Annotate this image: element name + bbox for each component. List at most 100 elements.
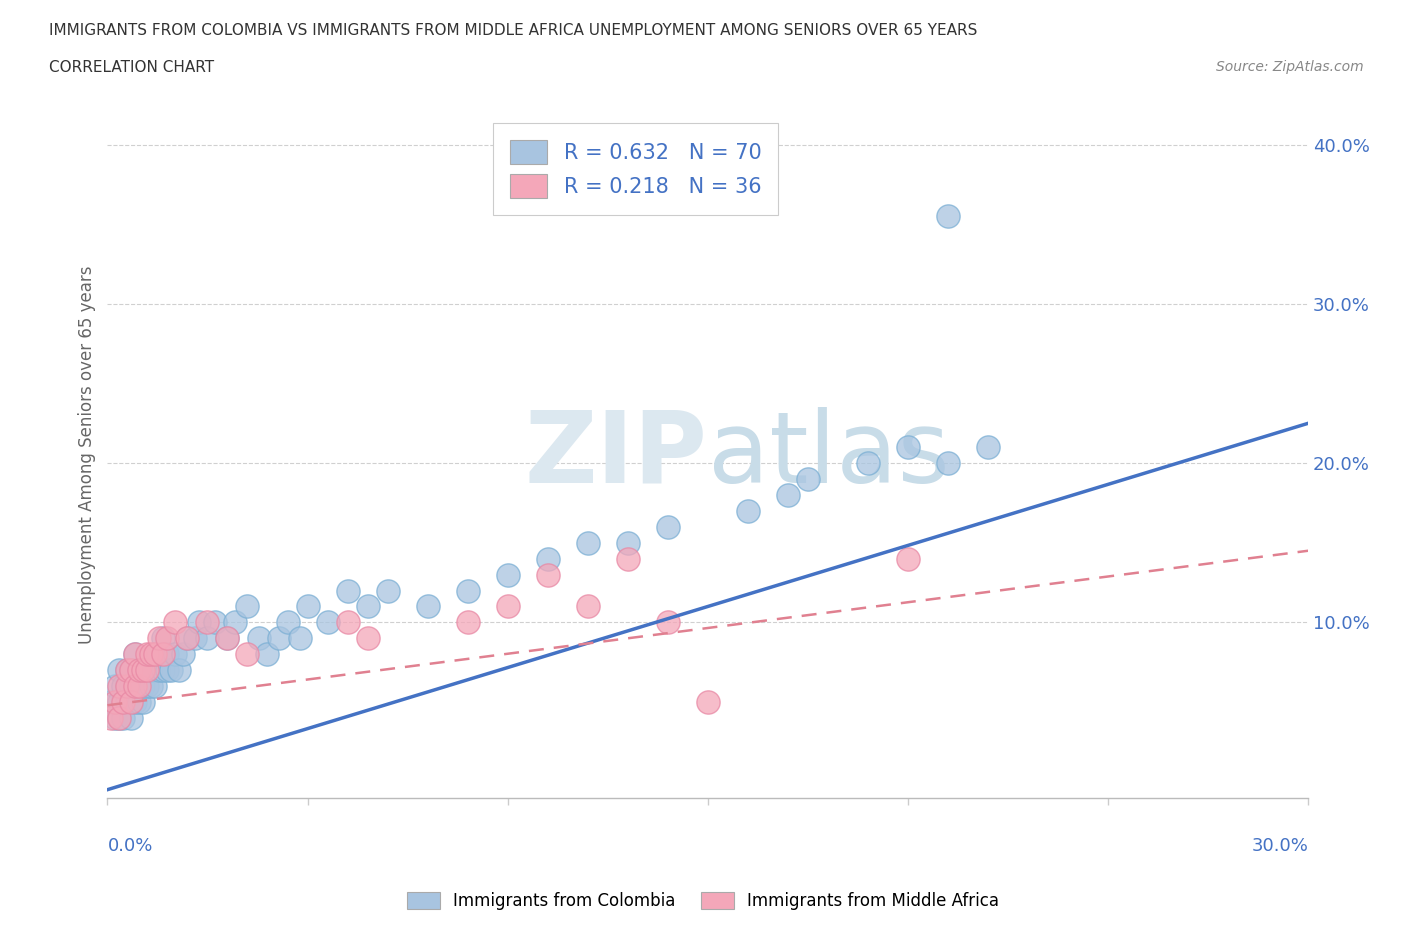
Text: IMMIGRANTS FROM COLOMBIA VS IMMIGRANTS FROM MIDDLE AFRICA UNEMPLOYMENT AMONG SEN: IMMIGRANTS FROM COLOMBIA VS IMMIGRANTS F… bbox=[49, 23, 977, 38]
Point bbox=[256, 647, 278, 662]
Text: atlas: atlas bbox=[707, 406, 949, 504]
Point bbox=[120, 711, 142, 725]
Point bbox=[356, 599, 378, 614]
Point bbox=[100, 695, 122, 710]
Point bbox=[316, 615, 339, 630]
Point bbox=[657, 519, 679, 534]
Point bbox=[104, 695, 127, 710]
Point bbox=[132, 695, 155, 710]
Point bbox=[148, 631, 170, 645]
Point bbox=[776, 487, 799, 502]
Point bbox=[276, 615, 298, 630]
Point bbox=[136, 647, 159, 662]
Point bbox=[936, 208, 959, 223]
Point bbox=[897, 551, 920, 566]
Point bbox=[104, 679, 127, 694]
Point bbox=[112, 711, 135, 725]
Point bbox=[152, 663, 174, 678]
Point bbox=[204, 615, 226, 630]
Point bbox=[297, 599, 319, 614]
Point bbox=[176, 631, 198, 645]
Point bbox=[169, 663, 191, 678]
Point bbox=[172, 647, 194, 662]
Point bbox=[737, 503, 759, 518]
Point bbox=[217, 631, 239, 645]
Point bbox=[457, 615, 479, 630]
Point bbox=[156, 647, 179, 662]
Point bbox=[141, 679, 163, 694]
Point bbox=[148, 647, 170, 662]
Point bbox=[104, 711, 127, 725]
Point bbox=[152, 631, 174, 645]
Point bbox=[100, 711, 122, 725]
Point bbox=[197, 631, 219, 645]
Point bbox=[236, 599, 259, 614]
Point bbox=[108, 679, 131, 694]
Point bbox=[288, 631, 311, 645]
Point bbox=[120, 679, 142, 694]
Point bbox=[797, 472, 820, 486]
Text: 30.0%: 30.0% bbox=[1251, 837, 1308, 855]
Point bbox=[184, 631, 207, 645]
Point bbox=[136, 663, 159, 678]
Point bbox=[132, 679, 155, 694]
Point bbox=[124, 695, 146, 710]
Point bbox=[657, 615, 679, 630]
Point bbox=[124, 647, 146, 662]
Legend: Immigrants from Colombia, Immigrants from Middle Africa: Immigrants from Colombia, Immigrants fro… bbox=[399, 885, 1007, 917]
Point bbox=[856, 456, 879, 471]
Point bbox=[117, 679, 139, 694]
Point bbox=[148, 663, 170, 678]
Point bbox=[108, 663, 131, 678]
Point bbox=[188, 615, 211, 630]
Point bbox=[249, 631, 271, 645]
Point bbox=[236, 647, 259, 662]
Point bbox=[496, 599, 519, 614]
Point bbox=[152, 647, 174, 662]
Point bbox=[269, 631, 291, 645]
Point bbox=[416, 599, 439, 614]
Point bbox=[336, 583, 359, 598]
Point bbox=[124, 647, 146, 662]
Point bbox=[108, 711, 131, 725]
Point bbox=[537, 567, 560, 582]
Point bbox=[128, 663, 150, 678]
Point bbox=[117, 663, 139, 678]
Text: ZIP: ZIP bbox=[524, 406, 707, 504]
Legend: R = 0.632   N = 70, R = 0.218   N = 36: R = 0.632 N = 70, R = 0.218 N = 36 bbox=[494, 123, 779, 215]
Point bbox=[160, 663, 183, 678]
Point bbox=[117, 679, 139, 694]
Point bbox=[120, 695, 142, 710]
Point bbox=[112, 679, 135, 694]
Point bbox=[128, 679, 150, 694]
Point bbox=[165, 647, 187, 662]
Point bbox=[117, 663, 139, 678]
Point bbox=[377, 583, 399, 598]
Point bbox=[616, 536, 638, 551]
Point bbox=[897, 440, 920, 455]
Point bbox=[145, 679, 167, 694]
Point bbox=[141, 663, 163, 678]
Point bbox=[132, 663, 155, 678]
Point bbox=[576, 599, 599, 614]
Point bbox=[165, 615, 187, 630]
Point bbox=[128, 695, 150, 710]
Point bbox=[336, 615, 359, 630]
Text: Source: ZipAtlas.com: Source: ZipAtlas.com bbox=[1216, 60, 1364, 74]
Point bbox=[217, 631, 239, 645]
Point bbox=[136, 663, 159, 678]
Point bbox=[537, 551, 560, 566]
Point bbox=[128, 663, 150, 678]
Point bbox=[977, 440, 1000, 455]
Point bbox=[457, 583, 479, 598]
Point bbox=[224, 615, 246, 630]
Point bbox=[496, 567, 519, 582]
Point bbox=[120, 663, 142, 678]
Point bbox=[356, 631, 378, 645]
Point bbox=[108, 695, 131, 710]
Point bbox=[696, 695, 718, 710]
Text: CORRELATION CHART: CORRELATION CHART bbox=[49, 60, 214, 75]
Point bbox=[197, 615, 219, 630]
Text: 0.0%: 0.0% bbox=[107, 837, 153, 855]
Point bbox=[616, 551, 638, 566]
